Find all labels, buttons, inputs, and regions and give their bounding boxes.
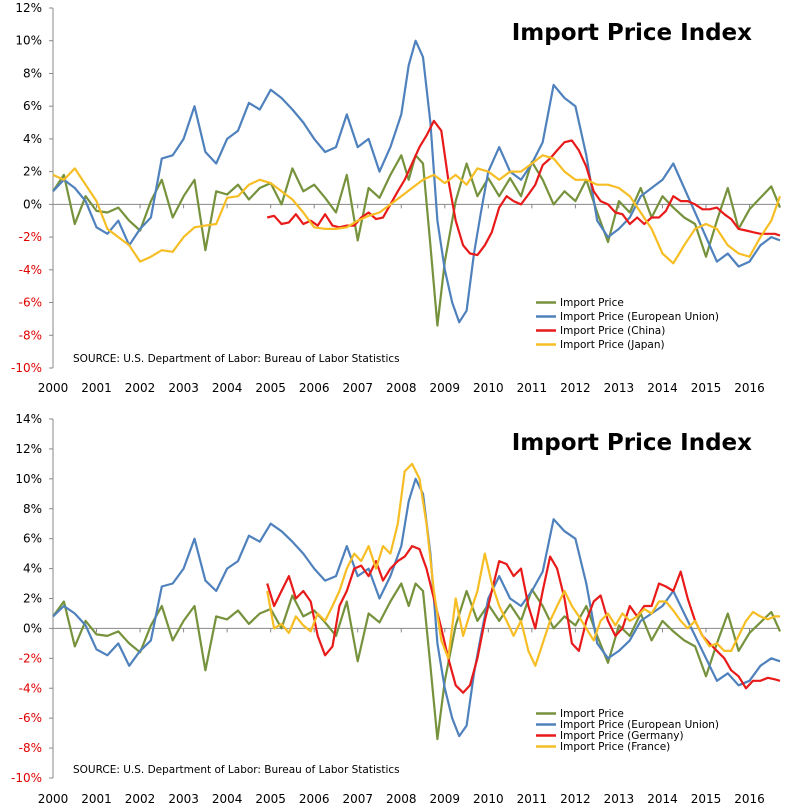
bottom-y-tick-label: 4%: [23, 562, 42, 576]
bottom-x-tick-label: 2009: [430, 792, 461, 806]
bottom-series-line-4: [266, 462, 780, 667]
top-series-line-2: [52, 39, 781, 324]
top-x-tick-label: 2001: [81, 381, 112, 395]
bottom-chart-title: Import Price Index: [512, 430, 752, 456]
top-x-tick-label: 2002: [125, 381, 156, 395]
bottom-y-tick-label: -4%: [19, 681, 42, 695]
bottom-y-tick-label: 10%: [15, 472, 42, 486]
bottom-y-tick-label: 6%: [23, 532, 42, 546]
bottom-x-tick-label: 2002: [125, 792, 156, 806]
bottom-y-tick-label: 0%: [23, 621, 42, 635]
bottom-legend-label-4: Import Price (France): [560, 741, 670, 753]
top-series-line-4: [52, 154, 782, 265]
top-y-tick-label: 2%: [23, 165, 42, 179]
top-y-tick-label: 12%: [15, 1, 42, 15]
top-x-tick-label: 2009: [430, 381, 461, 395]
top-y-tick-label: 6%: [23, 99, 42, 113]
top-y-tick-label: 4%: [23, 132, 42, 146]
top-x-tick-label: 2015: [691, 381, 722, 395]
bottom-y-tick-label: 2%: [23, 592, 42, 606]
bottom-y-tick-label: 14%: [15, 412, 42, 426]
top-y-tick-label: 10%: [15, 34, 42, 48]
top-x-tick-label: 2003: [168, 381, 199, 395]
bottom-x-tick-label: 2011: [517, 792, 548, 806]
top-x-tick-label: 2016: [734, 381, 765, 395]
top-x-tick-label: 2012: [560, 381, 591, 395]
top-legend-label-1: Import Price: [560, 297, 624, 309]
bottom-x-tick-label: 2003: [168, 792, 199, 806]
top-legend-label-3: Import Price (China): [560, 325, 665, 337]
bottom-legend-label-3: Import Price (Germany): [560, 730, 684, 742]
top-y-tick-label: -6%: [19, 296, 42, 310]
bottom-y-tick-label: 12%: [15, 442, 42, 456]
top-x-tick-label: 2006: [299, 381, 330, 395]
top-x-tick-label: 2005: [255, 381, 286, 395]
bottom-x-tick-label: 2013: [604, 792, 635, 806]
bottom-y-tick-label: 8%: [23, 502, 42, 516]
bottom-x-tick-label: 2010: [473, 792, 504, 806]
top-x-tick-label: 2008: [386, 381, 417, 395]
bottom-x-tick-label: 2004: [212, 792, 243, 806]
bottom-x-tick-label: 2006: [299, 792, 330, 806]
bottom-x-tick-label: 2015: [691, 792, 722, 806]
top-source-note: SOURCE: U.S. Department of Labor: Bureau…: [73, 353, 400, 365]
top-y-tick-label: -4%: [19, 263, 42, 277]
bottom-x-tick-label: 2008: [386, 792, 417, 806]
bottom-x-tick-label: 2000: [38, 792, 69, 806]
top-x-tick-label: 2007: [342, 381, 373, 395]
bottom-y-tick-label: -2%: [19, 651, 42, 665]
bottom-x-tick-label: 2001: [81, 792, 112, 806]
bottom-y-tick-label: -10%: [11, 771, 42, 785]
top-series-line-1: [52, 154, 782, 327]
top-legend-label-2: Import Price (European Union): [560, 311, 719, 323]
bottom-x-tick-label: 2014: [647, 792, 678, 806]
top-y-tick-label: -10%: [11, 361, 42, 375]
bottom-y-tick-label: -6%: [19, 711, 42, 725]
top-x-tick-label: 2004: [212, 381, 243, 395]
bottom-x-tick-label: 2005: [255, 792, 286, 806]
top-x-tick-label: 2011: [517, 381, 548, 395]
bottom-y-tick-label: -8%: [19, 741, 42, 755]
bottom-x-tick-label: 2012: [560, 792, 591, 806]
top-y-tick-label: -2%: [19, 230, 42, 244]
top-legend-label-4: Import Price (Japan): [560, 339, 665, 351]
chart-svg-top: -10% -8% -6% -4% -2% 0% 2% 4% 6% 8% 10% 12% 2000 2001…: [11, 1, 782, 395]
bottom-series-line-1: [52, 582, 782, 741]
bottom-legend-label-2: Import Price (European Union): [560, 719, 719, 731]
bottom-source-note: SOURCE: U.S. Department of Labor: Bureau…: [73, 764, 400, 776]
top-y-tick-label: 8%: [23, 66, 42, 80]
top-y-tick-label: -8%: [19, 328, 42, 342]
top-chart-title: Import Price Index: [512, 20, 752, 46]
top-y-tick-label: 0%: [23, 197, 42, 211]
chart-svg-bottom: -10% -8% -6% -4% -2% 0% 2% 4% 6% 8% 10% 12% 14% 2000 2…: [11, 412, 782, 806]
top-x-tick-label: 2013: [604, 381, 635, 395]
bottom-x-tick-label: 2016: [734, 792, 765, 806]
bottom-legend-label-1: Import Price: [560, 708, 624, 720]
chart-panel-top: -10% -8% -6% -4% -2% 0% 2% 4% 6% 8% 10% 12% 2000 2001…: [0, 0, 800, 405]
top-x-tick-label: 2010: [473, 381, 504, 395]
chart-panel-bottom: -10% -8% -6% -4% -2% 0% 2% 4% 6% 8% 10% 12% 14% 2000 2…: [0, 405, 800, 811]
top-series-line-3: [266, 119, 781, 257]
top-x-tick-label: 2000: [38, 381, 69, 395]
bottom-x-tick-label: 2007: [342, 792, 373, 806]
top-x-tick-label: 2014: [647, 381, 678, 395]
